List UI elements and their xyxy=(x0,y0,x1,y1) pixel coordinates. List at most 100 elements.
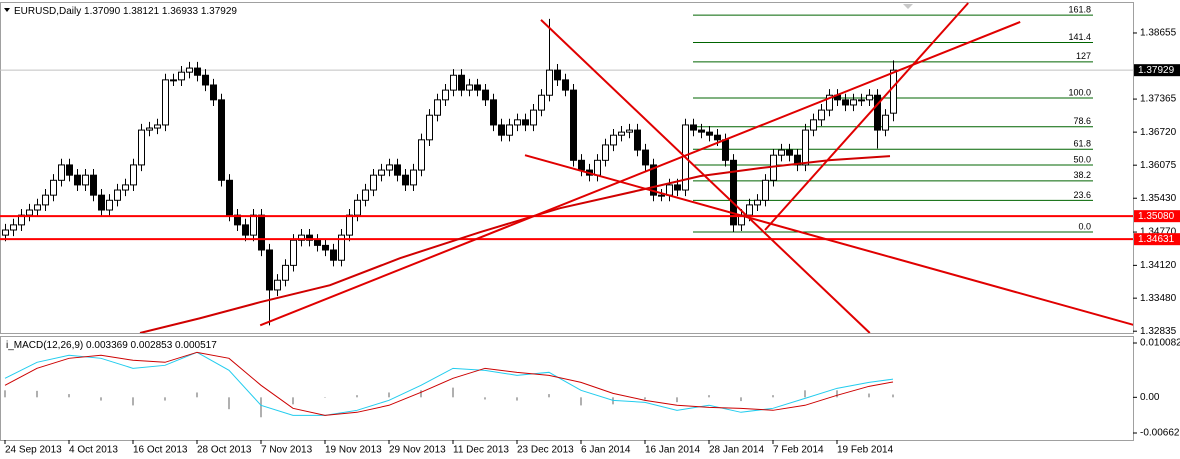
histogram-bar xyxy=(68,394,70,398)
menu-arrow[interactable] xyxy=(4,8,10,12)
candle-body xyxy=(882,114,889,131)
candle-body xyxy=(258,214,265,251)
candle-body xyxy=(282,264,289,281)
candle-body xyxy=(802,129,809,166)
candle-body xyxy=(146,127,153,131)
x-tick-label: 4 Oct 2013 xyxy=(69,445,118,456)
candle-body xyxy=(490,99,497,126)
candle-body xyxy=(34,204,41,211)
candle-body xyxy=(154,124,161,129)
candle-body xyxy=(474,84,481,91)
histogram-bar xyxy=(580,397,582,406)
trendline xyxy=(524,154,1133,326)
histogram-bar xyxy=(420,390,422,398)
fib-label: 141.4 xyxy=(1068,32,1091,42)
candle-body xyxy=(74,174,81,186)
fib-label: 38.2 xyxy=(1073,170,1091,180)
candle-body xyxy=(402,174,409,186)
candle-body xyxy=(2,229,9,236)
candle-body xyxy=(674,184,681,191)
trendline xyxy=(540,19,871,333)
histogram-bar xyxy=(100,397,102,401)
candle-body xyxy=(290,239,297,266)
indicator-line xyxy=(4,351,894,416)
candle-body xyxy=(634,129,641,151)
candle-body xyxy=(338,234,345,261)
price-tag-label: 1.35080 xyxy=(1138,211,1175,222)
axes: 1.38655 1.37365 1.36720 1.36075 1.35430 1.347… xyxy=(4,28,1180,456)
fib-label: 100.0 xyxy=(1068,87,1091,97)
candle-body xyxy=(82,174,89,186)
histogram-bar xyxy=(388,392,390,398)
y-tick-label: 1.33480 xyxy=(1140,293,1177,304)
y-tick-label: 1.37365 xyxy=(1140,94,1177,105)
y-tick-label: -0.006621 xyxy=(1140,428,1180,439)
candle-body xyxy=(650,164,657,196)
candle-body xyxy=(698,129,705,133)
main-panel xyxy=(0,2,1134,334)
histogram-bar xyxy=(516,397,518,401)
high-label: 1.38121 xyxy=(123,6,160,17)
histogram-bar xyxy=(484,397,486,400)
histogram-bar xyxy=(836,390,838,398)
candle-body xyxy=(450,74,457,91)
histogram-bar xyxy=(132,397,134,406)
fib-label: 50.0 xyxy=(1073,154,1091,164)
histogram-bar xyxy=(644,397,646,400)
candle-body xyxy=(210,84,217,101)
candle-body xyxy=(690,124,697,131)
y-tick-label: 1.36720 xyxy=(1140,127,1177,138)
fib-label: 127 xyxy=(1076,51,1091,61)
y-tick-label: 0.00 xyxy=(1140,392,1160,403)
candle-body xyxy=(722,139,729,161)
y-tick-label: 1.32835 xyxy=(1140,326,1177,337)
candle-body xyxy=(330,249,337,261)
candle-body xyxy=(66,164,73,176)
price-tag xyxy=(1134,64,1180,77)
candle-body xyxy=(122,184,129,191)
candle-body xyxy=(626,129,633,133)
candle-body xyxy=(858,99,865,102)
candle-body xyxy=(818,109,825,121)
fib-label: 0.0 xyxy=(1078,221,1091,231)
close-label: 1.37929 xyxy=(201,6,238,17)
histogram-bar xyxy=(452,387,454,398)
candle-body xyxy=(618,131,625,136)
candle-body xyxy=(458,74,465,91)
candle-body xyxy=(826,94,833,111)
candle-body xyxy=(426,114,433,141)
x-tick-label: 16 Oct 2013 xyxy=(133,445,188,456)
candle-body xyxy=(186,67,193,73)
candle-body xyxy=(418,139,425,171)
candle-body xyxy=(594,159,601,176)
candle-body xyxy=(442,89,449,101)
histogram-bar xyxy=(708,395,710,398)
candle-body xyxy=(234,214,241,226)
candle-body xyxy=(602,144,609,161)
moving-average xyxy=(139,155,891,333)
candle-body xyxy=(58,164,65,181)
macd-header: i_MACD(12,26,9) 0.003369 0.002853 0.0005… xyxy=(6,340,217,351)
candle-body xyxy=(162,79,169,126)
candle-body xyxy=(498,124,505,136)
main-plot: 161.8 141.4 127 100.0 78.6 61.8 50.0 38.2 23.6 0.… xyxy=(0,2,1133,333)
candle-body xyxy=(554,69,561,81)
x-tick-label: 23 Dec 2013 xyxy=(517,445,574,456)
macd-title: i_MACD(12,26,9) xyxy=(6,340,83,351)
x-tick-label: 19 Nov 2013 xyxy=(325,445,382,456)
histogram-bar xyxy=(676,397,678,403)
candle-body xyxy=(26,209,33,216)
x-tick-label: 24 Sep 2013 xyxy=(5,445,62,456)
price-tag xyxy=(1134,210,1180,223)
candle-body xyxy=(346,214,353,236)
histogram-bar xyxy=(772,395,774,398)
open-label: 1.37090 xyxy=(84,6,121,17)
candle-body xyxy=(10,224,17,231)
candle-body xyxy=(242,224,249,236)
candle-body xyxy=(482,89,489,101)
x-tick-label: 7 Feb 2014 xyxy=(773,445,824,456)
x-tick-label: 16 Jan 2014 xyxy=(645,445,700,456)
histogram-bar xyxy=(868,393,870,398)
histogram-bar xyxy=(228,397,230,410)
